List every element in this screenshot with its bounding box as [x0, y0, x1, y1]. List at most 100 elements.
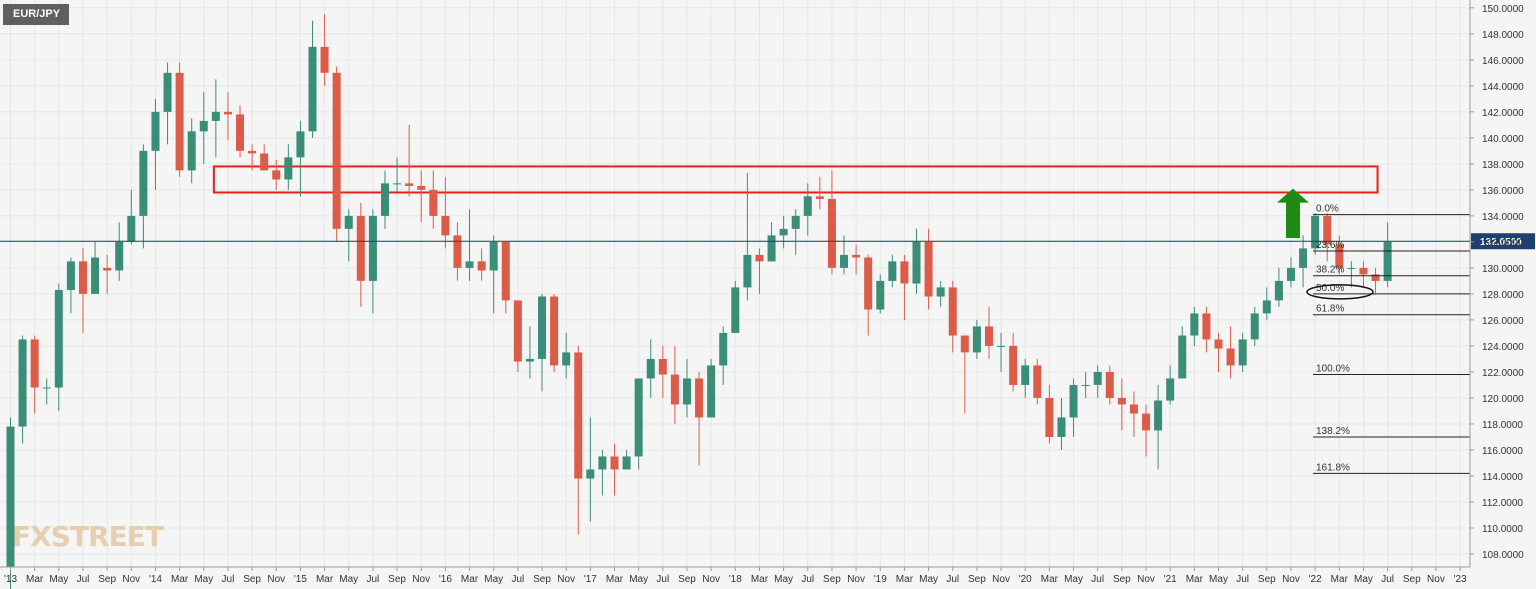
x-tick-label: Mar — [171, 574, 189, 585]
x-tick-label: Jul — [1091, 574, 1104, 585]
candle-body — [393, 183, 402, 185]
resistance-zone — [212, 165, 1379, 194]
x-tick-label: Nov — [122, 574, 140, 585]
x-tick-label: Jul — [222, 574, 235, 585]
candle-body — [66, 261, 75, 291]
candle-body — [1202, 313, 1211, 340]
price-axis[interactable]: 150.0000 148.0000 146.0000 144.0000 142.0000… — [1469, 0, 1524, 567]
y-tick-label: 134.0000 — [1482, 212, 1524, 223]
x-tick-label: Jul — [656, 574, 669, 585]
candle-body — [984, 326, 993, 346]
candlestick-series — [6, 14, 1392, 589]
x-tick-label: Sep — [968, 574, 986, 585]
candle-body — [223, 111, 232, 115]
candle-body — [779, 228, 788, 236]
candle-body — [54, 290, 63, 388]
x-tick-label: Jul — [946, 574, 959, 585]
x-tick-label: Jul — [367, 574, 380, 585]
candle-body — [622, 456, 631, 470]
candle-body — [912, 241, 921, 284]
candle-body — [1154, 400, 1163, 431]
candle-body — [1383, 241, 1392, 281]
candle-body — [936, 287, 945, 297]
x-tick-label: Nov — [412, 574, 430, 585]
candle-body — [864, 257, 873, 310]
y-tick-label: 128.0000 — [1482, 290, 1524, 301]
x-tick-label: Mar — [606, 574, 624, 585]
x-tick-label: Mar — [896, 574, 914, 585]
candle-body — [368, 215, 377, 281]
y-tick-label: 148.0000 — [1482, 30, 1524, 41]
candle-body — [284, 157, 293, 180]
x-tick-label: '19 — [874, 574, 887, 585]
x-tick-label: '14 — [149, 574, 162, 585]
candle-body — [1262, 300, 1271, 314]
candle-body — [924, 241, 933, 297]
candle-body — [501, 241, 510, 301]
candle-body — [574, 352, 583, 479]
candle-body — [1129, 404, 1138, 414]
x-tick-label: '23 — [1454, 574, 1467, 585]
x-tick-label: May — [339, 574, 358, 585]
candle-body — [260, 153, 269, 171]
x-tick-label: May — [1064, 574, 1083, 585]
candle-body — [888, 261, 897, 281]
x-tick-label: Sep — [243, 574, 261, 585]
candle-body — [948, 287, 957, 336]
candle-body — [1311, 215, 1320, 249]
candle-body — [1033, 365, 1042, 398]
candle-body — [1142, 413, 1151, 431]
candle-body — [405, 183, 414, 186]
y-tick-label: 136.0000 — [1482, 186, 1524, 197]
candle-body — [6, 426, 15, 567]
candle-body — [139, 150, 148, 216]
x-tick-label: Nov — [557, 574, 575, 585]
candle-body — [211, 111, 220, 121]
candle-body — [42, 387, 51, 389]
candle-body — [417, 185, 426, 190]
candle-body — [525, 358, 534, 362]
fib-level-label: 138.2% — [1316, 426, 1350, 437]
candle-body — [538, 296, 547, 359]
candle-body — [658, 358, 667, 375]
current-price-line: 132.0500 — [0, 233, 1535, 250]
candle-body — [803, 196, 812, 216]
x-tick-label: Mar — [461, 574, 479, 585]
candle-body — [1105, 371, 1114, 398]
y-tick-label: 112.0000 — [1482, 498, 1523, 509]
x-tick-label: Jul — [1236, 574, 1249, 585]
x-tick-label: Mar — [26, 574, 44, 585]
candle-body — [1274, 280, 1283, 301]
x-tick-label: Nov — [1427, 574, 1445, 585]
candle-body — [707, 365, 716, 418]
candle-body — [1045, 397, 1054, 437]
candle-body — [91, 257, 100, 294]
candle-body — [1299, 248, 1308, 268]
candle-body — [163, 72, 172, 112]
candle-body — [815, 196, 824, 199]
candle-body — [236, 114, 245, 151]
candle-body — [332, 72, 341, 229]
candle-body — [308, 46, 317, 132]
candle-body — [791, 215, 800, 229]
time-axis[interactable]: '13 Mar May Jul Sep Nov '14 Mar May Jul Sep Nov '15 M… — [0, 566, 1470, 585]
candle-body — [1335, 244, 1344, 268]
candle-body — [1226, 348, 1235, 366]
fib-level-label: 100.0% — [1316, 364, 1350, 375]
y-tick-label: 120.0000 — [1482, 394, 1524, 405]
x-tick-label: Sep — [98, 574, 116, 585]
candle-body — [429, 189, 438, 216]
candle-body — [272, 170, 281, 180]
x-tick-label: Mar — [1186, 574, 1204, 585]
x-tick-label: '18 — [729, 574, 742, 585]
candle-body — [30, 339, 39, 388]
y-tick-label: 126.0000 — [1482, 316, 1524, 327]
fib-level-label: 161.8% — [1316, 462, 1350, 473]
x-tick-label: Jul — [77, 574, 90, 585]
candle-body — [296, 131, 305, 158]
candle-body — [453, 235, 462, 268]
candle-body — [876, 280, 885, 310]
candle-body — [840, 254, 849, 268]
y-tick-label: 146.0000 — [1482, 56, 1524, 67]
